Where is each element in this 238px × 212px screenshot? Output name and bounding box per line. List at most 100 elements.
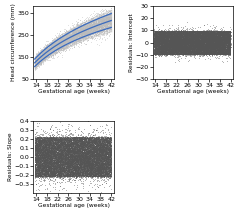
Point [170, 41, 174, 45]
Point [103, 20, 107, 23]
Point [78, 34, 82, 38]
Point [220, 49, 224, 53]
Point [212, 52, 216, 55]
Point [51, 156, 55, 160]
Point [43, 164, 46, 167]
Point [60, 137, 64, 140]
Point [183, 45, 187, 48]
Point [183, 36, 186, 40]
Point [57, 43, 61, 46]
Point [65, 34, 69, 38]
Point [83, 170, 87, 174]
Point [227, 49, 231, 53]
Point [96, 20, 100, 23]
Point [157, 35, 161, 39]
Point [170, 49, 174, 53]
Point [55, 167, 59, 170]
Point [227, 45, 230, 49]
Point [191, 41, 195, 45]
Point [79, 140, 83, 144]
Point [224, 46, 228, 49]
Point [103, 153, 106, 156]
Point [95, 23, 99, 27]
Point [200, 42, 204, 46]
Point [166, 40, 169, 43]
Point [213, 44, 217, 48]
Point [91, 155, 95, 158]
Point [65, 174, 69, 177]
Point [203, 33, 206, 36]
Point [187, 29, 191, 33]
Point [45, 168, 48, 171]
Point [75, 162, 79, 166]
Point [54, 159, 58, 163]
Point [109, 151, 113, 154]
Point [40, 162, 43, 166]
Point [34, 161, 38, 165]
Point [44, 172, 47, 176]
Point [68, 139, 72, 142]
Point [78, 148, 81, 152]
Point [225, 51, 229, 54]
Point [204, 52, 208, 56]
Point [69, 136, 73, 139]
Point [42, 153, 45, 157]
Point [196, 43, 200, 47]
Point [176, 34, 180, 37]
Point [104, 172, 108, 175]
Point [87, 141, 91, 145]
Point [71, 36, 75, 39]
Point [193, 50, 196, 53]
Point [78, 142, 82, 145]
Point [204, 35, 208, 38]
Point [102, 162, 106, 165]
Point [78, 148, 82, 152]
Point [84, 19, 88, 22]
Point [78, 125, 81, 128]
Point [204, 51, 208, 54]
Point [224, 31, 228, 34]
Point [214, 41, 218, 44]
Point [183, 47, 187, 50]
Point [191, 42, 195, 45]
Point [98, 150, 102, 154]
Point [35, 144, 39, 148]
Point [48, 118, 51, 122]
Point [66, 143, 70, 146]
Point [80, 150, 84, 153]
Point [72, 160, 76, 163]
Point [157, 35, 161, 38]
Point [42, 156, 46, 159]
Point [205, 45, 209, 48]
Point [55, 55, 59, 58]
Point [41, 160, 45, 163]
Point [176, 32, 180, 36]
Point [67, 167, 70, 171]
Point [38, 156, 41, 159]
Point [152, 39, 156, 43]
Point [186, 50, 190, 53]
Point [226, 36, 230, 40]
Point [163, 51, 167, 54]
Point [196, 50, 199, 54]
Point [68, 140, 72, 143]
Point [191, 47, 195, 50]
Point [52, 45, 55, 48]
Point [51, 170, 55, 174]
Point [190, 47, 194, 51]
Point [75, 166, 79, 170]
Point [214, 48, 218, 52]
Point [48, 159, 52, 162]
Point [155, 51, 159, 54]
Point [189, 32, 193, 36]
Point [193, 30, 197, 34]
Point [35, 150, 39, 154]
Point [206, 48, 209, 51]
Point [222, 33, 226, 37]
Point [193, 39, 197, 42]
Point [166, 42, 169, 46]
Point [100, 30, 104, 33]
Point [221, 39, 224, 43]
Point [66, 155, 69, 158]
Point [186, 51, 190, 54]
